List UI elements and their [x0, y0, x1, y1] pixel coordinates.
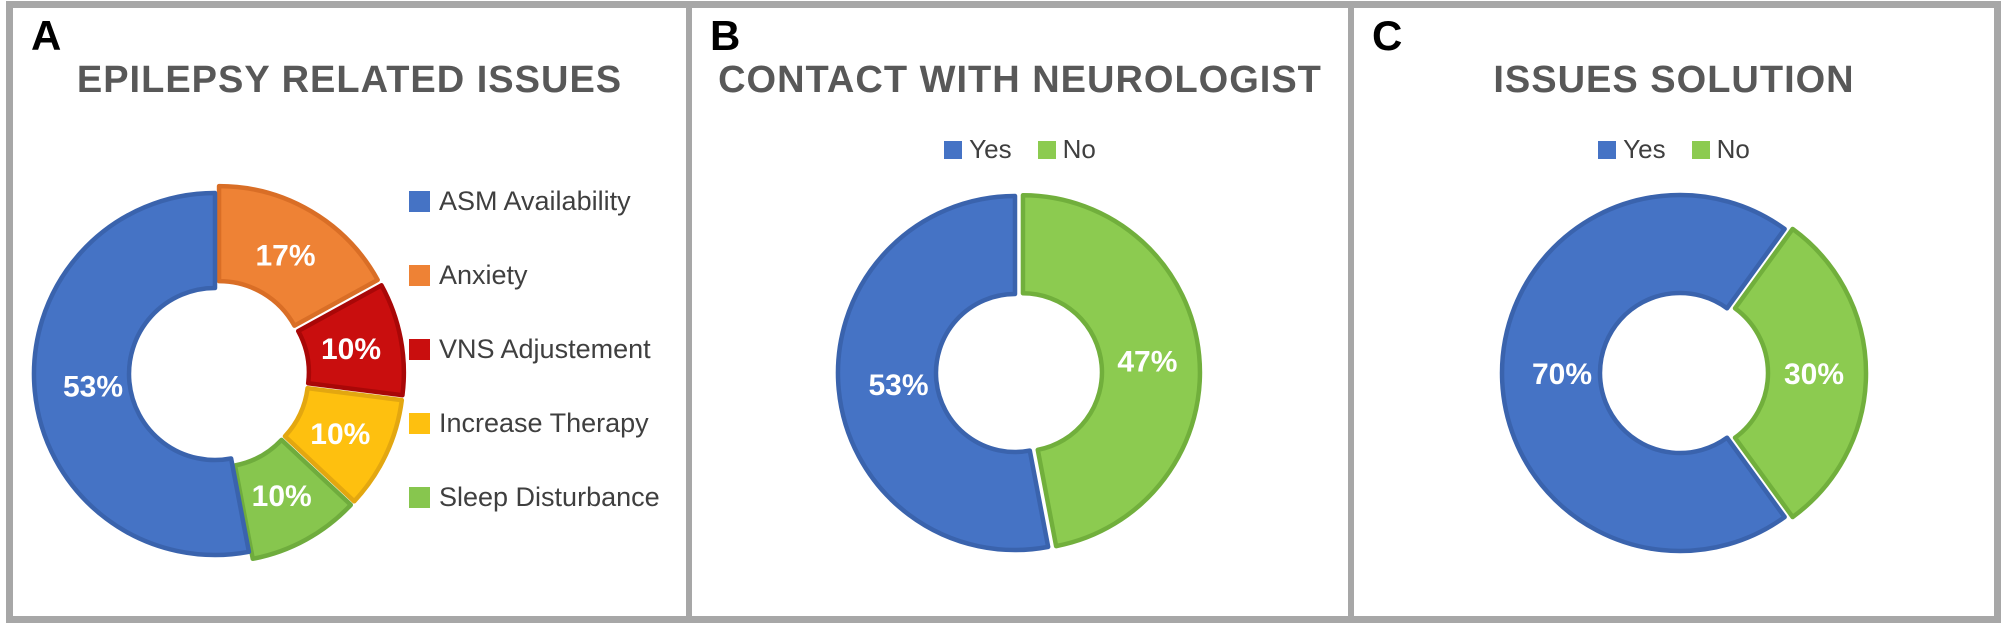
legend-swatch-anxiety	[409, 265, 430, 286]
slice-yes	[1499, 192, 1787, 554]
legend-label: Anxiety	[439, 260, 528, 290]
donut-svg: 47% 53%	[835, 193, 1203, 553]
panel-epilepsy-related-issues: A EPILEPSY RELATED ISSUES ASM Availabili…	[13, 8, 686, 616]
legend-item-vns-adjustement: VNS Adjustement	[409, 334, 660, 365]
panel-issues-solution: C ISSUES SOLUTION Yes No 70% 30%	[1354, 8, 1994, 616]
legend-swatch-yes	[944, 140, 963, 159]
donut-chart-b: 47% 53%	[805, 163, 1225, 583]
slice-no	[1020, 193, 1203, 549]
data-label-no: 47%	[1117, 345, 1177, 378]
data-label-anxiety: 17%	[255, 240, 315, 273]
panel-title-c: ISSUES SOLUTION	[1493, 59, 1855, 101]
data-label-yes: 70%	[1532, 358, 1592, 391]
slice-anxiety	[216, 183, 380, 328]
donut-svg: 17% 10% 10% 10% 53%	[31, 183, 407, 562]
legend-label: No	[1716, 134, 1750, 164]
legend-swatch-no	[1691, 140, 1710, 159]
panel-divider	[1348, 8, 1354, 616]
figure-frame: A EPILEPSY RELATED ISSUES ASM Availabili…	[6, 1, 2001, 623]
legend-b: Yes No	[692, 134, 1348, 165]
legend-label: No	[1062, 134, 1096, 164]
legend-item-no: No	[1037, 134, 1096, 165]
legend-item-increase-therapy: Increase Therapy	[409, 408, 660, 439]
legend-item-yes: Yes	[1598, 134, 1666, 165]
legend-item-anxiety: Anxiety	[409, 260, 660, 291]
panel-title-b: CONTACT WITH NEUROLOGIST	[718, 59, 1322, 101]
legend-label: Yes	[1623, 134, 1666, 164]
legend-c: Yes No	[1354, 134, 1994, 165]
slice-asm-availability	[31, 190, 252, 558]
data-label-vns-adjustement: 10%	[321, 333, 381, 366]
donut-chart-c: 70% 30%	[1470, 163, 1890, 583]
legend-a: ASM Availability Anxiety VNS Adjustement In…	[409, 186, 660, 513]
panel-divider	[686, 8, 692, 616]
legend-label: Increase Therapy	[439, 408, 649, 438]
legend-label: ASM Availability	[439, 186, 631, 216]
legend-swatch-asm-availability	[409, 191, 430, 212]
slice-no	[1732, 226, 1869, 520]
panel-letter-b: B	[710, 12, 741, 59]
data-label-sleep-disturbance: 10%	[252, 480, 312, 513]
legend-swatch-vns-adjustement	[409, 339, 430, 360]
legend-swatch-increase-therapy	[409, 413, 430, 434]
legend-swatch-sleep-disturbance	[409, 487, 430, 508]
legend-label: Yes	[969, 134, 1012, 164]
panel-title-a: EPILEPSY RELATED ISSUES	[76, 59, 623, 101]
slice-vns-adjustement	[295, 283, 407, 398]
slice-increase-therapy	[282, 385, 405, 504]
legend-swatch-yes	[1598, 140, 1617, 159]
legend-item-asm-availability: ASM Availability	[409, 186, 660, 217]
donut-chart-a: 17% 10% 10% 10% 53%	[5, 164, 425, 584]
legend-label: VNS Adjustement	[439, 334, 651, 364]
slice-yes	[835, 193, 1051, 553]
data-label-yes: 53%	[868, 369, 928, 402]
legend-swatch-no	[1037, 140, 1056, 159]
legend-label: Sleep Disturbance	[439, 482, 660, 512]
data-label-increase-therapy: 10%	[310, 418, 370, 451]
slice-sleep-disturbance	[232, 437, 354, 562]
data-label-asm-availability: 53%	[63, 370, 123, 403]
data-label-no: 30%	[1784, 358, 1844, 391]
panel-letter-a: A	[31, 12, 62, 59]
donut-svg: 70% 30%	[1499, 192, 1869, 554]
panel-letter-c: C	[1372, 12, 1403, 59]
legend-item-no: No	[1691, 134, 1750, 165]
panel-contact-with-neurologist: B CONTACT WITH NEUROLOGIST Yes No 47% 53%	[692, 8, 1348, 616]
legend-item-sleep-disturbance: Sleep Disturbance	[409, 482, 660, 513]
legend-item-yes: Yes	[944, 134, 1012, 165]
